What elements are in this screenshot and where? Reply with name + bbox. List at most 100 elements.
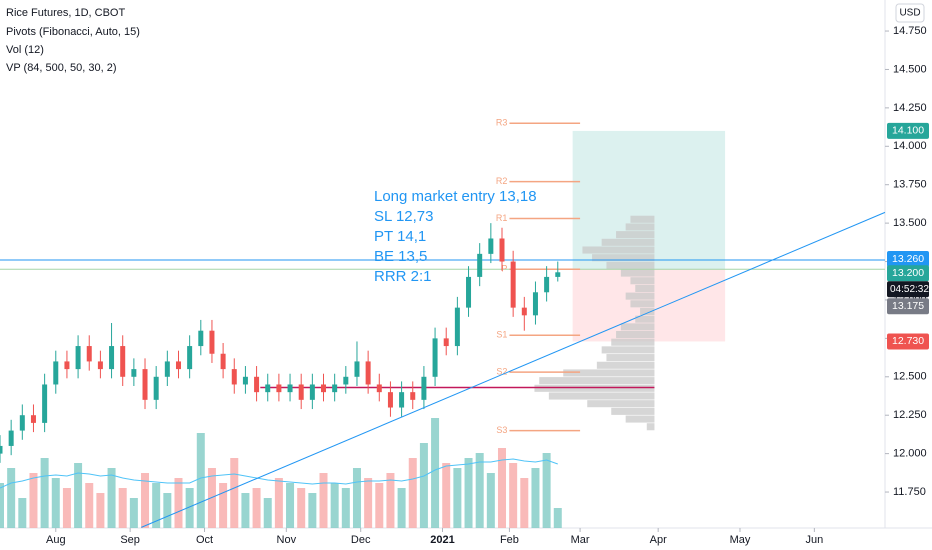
volume-profile-bar [587,400,655,408]
candle-body [544,276,550,293]
candle-body [0,445,3,454]
candle-body [175,361,181,370]
x-tick-label: Feb [500,534,519,546]
candle-body [532,292,538,316]
volume-profile-bar [620,323,655,331]
indicator-label: Vol (12) [6,44,44,56]
y-tick-label: 14.750 [893,25,927,37]
volume-bar [375,483,384,528]
volume-bar [319,473,328,528]
trend-line [141,211,886,528]
volume-bar [486,473,495,528]
volume-bar [475,453,484,528]
volume-bar [341,488,350,528]
volume-profile-bar [635,315,655,323]
candle-body [298,384,304,400]
volume-profile-bar [601,238,655,246]
volume-bar [96,493,105,528]
candle-body [97,361,103,370]
volume-profile-bar [625,223,655,231]
volume-profile-bar [616,231,655,239]
volume-bar [185,488,194,528]
volume-bar [62,488,71,528]
volume-bar [51,478,60,528]
volume-profile-bar [534,384,655,392]
indicator-label: VP (84, 500, 50, 30, 2) [6,62,116,74]
y-tick-label: 13.750 [893,179,927,191]
volume-bar [431,418,440,528]
volume-bar [509,463,518,528]
volume-ma [0,458,558,489]
volume-profile-bar [596,361,655,369]
volume-profile-bar [625,292,655,300]
volume-profile-bar [539,377,655,385]
y-tick-label: 12.250 [893,409,927,421]
volume-profile-bar [611,407,655,415]
volume-bar [40,458,49,528]
candle-body [120,346,126,377]
x-tick-label: Apr [650,534,667,546]
volume-bar [330,483,339,528]
volume-bar [163,493,172,528]
currency[interactable]: USD [899,8,920,19]
price-label-box [887,298,929,315]
volume-profile-bar [640,307,655,316]
price-label: 13.200 [892,267,924,279]
pivot-label: S2 [496,367,507,377]
volume-bar [7,468,16,528]
y-tick-label: 12.500 [893,371,927,383]
volume-profile-bar [548,392,655,400]
volume-bar [118,488,127,528]
candle-body [287,384,293,393]
price-label-box [887,333,929,350]
annotation: BE 13,5 [374,248,427,265]
volume-bar [386,473,395,528]
volume-profile-bar [611,338,655,346]
x-tick-label: Jun [805,534,823,546]
price-label-box [887,251,929,268]
candle-body [153,376,159,400]
volume-bar [408,458,417,528]
volume-profile-bar [582,246,655,254]
x-tick-label: Sep [120,534,140,546]
volume-bar [129,498,138,528]
candle-body [488,238,494,254]
volume-bar [553,508,562,528]
currency-box[interactable] [895,3,925,23]
candle-body [354,361,360,377]
candle-body [198,330,204,347]
volume-bar [263,498,272,528]
candle-body [343,376,349,385]
candle-body [421,376,427,400]
price-label: 13.175 [892,300,924,312]
x-tick-label: May [730,534,751,546]
volume-bar [85,483,94,528]
pivot-label: P [501,264,507,274]
price-label: 13.260 [892,253,924,265]
pivot-label: R3 [496,118,508,128]
volume-profile-bar [606,261,655,269]
annotation: Long market entry 13,18 [374,188,537,205]
candle-body [131,369,137,377]
pivot-label: S3 [496,425,507,435]
candle-body [410,392,416,400]
volume-bar [241,493,250,528]
x-tick-label: Mar [571,534,590,546]
candle-body [365,361,371,385]
volume-bar [531,468,540,528]
annotation: PT 14,1 [374,228,426,245]
price-label: 14.100 [892,125,924,137]
volume-bar [29,473,38,528]
countdown-box [887,281,929,298]
annotation: SL 12,73 [374,208,434,225]
x-tick-label: Nov [277,534,297,546]
candle-body [187,346,193,370]
y-tick-label: 14.000 [893,140,927,152]
candle-body [399,392,405,408]
price-label: 12.730 [892,335,924,347]
volume-profile-bar [620,269,655,277]
candle-body [265,384,271,393]
x-tick-label: 2021 [430,534,454,546]
candle-body [555,272,561,277]
